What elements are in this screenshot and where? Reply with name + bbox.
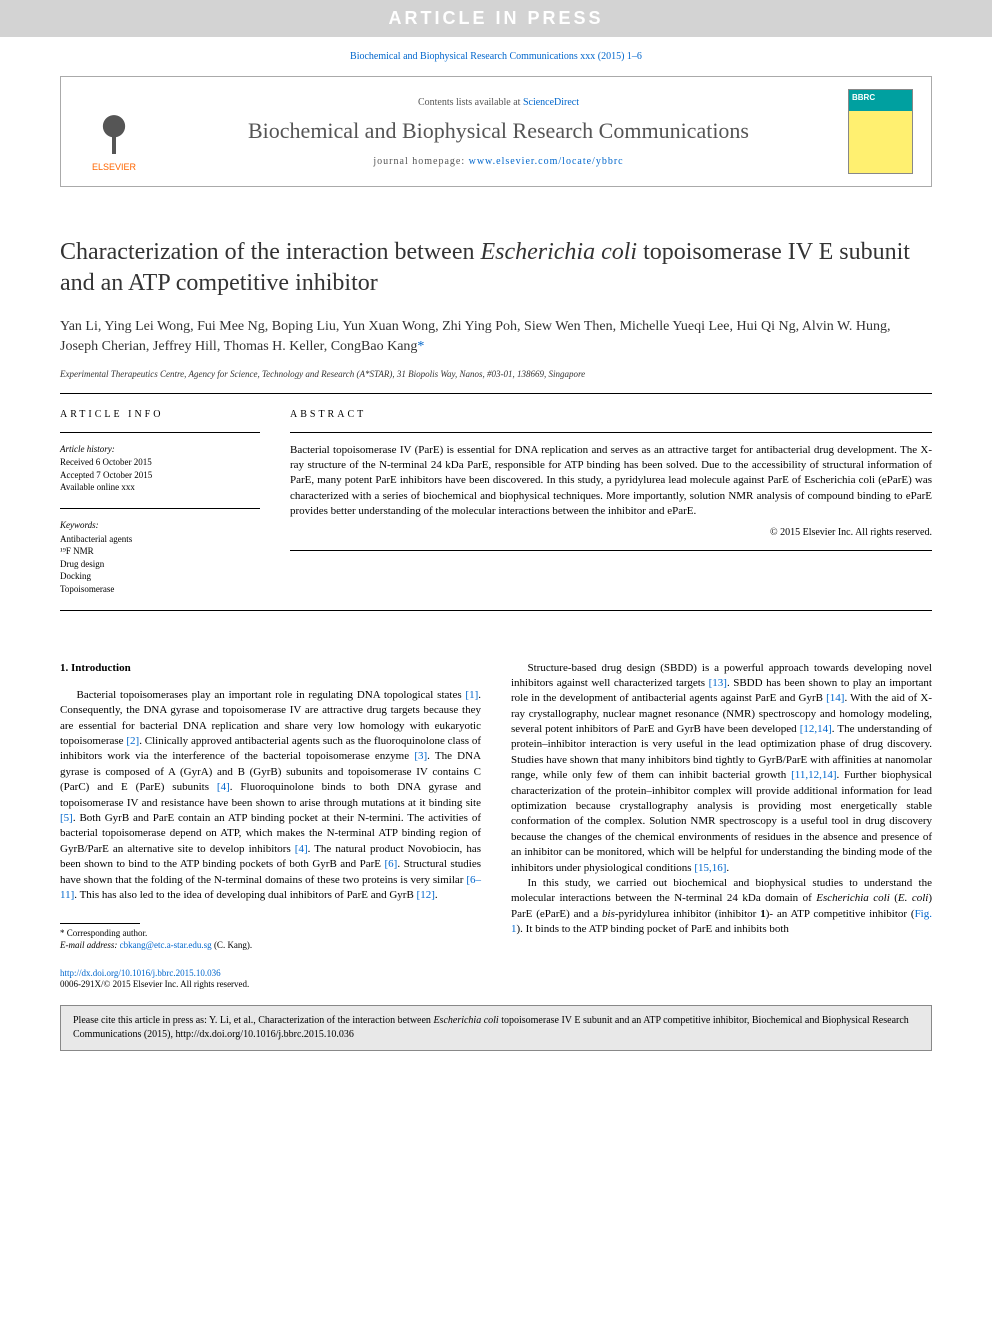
divider-top bbox=[60, 393, 932, 394]
column-left: 1. Introduction Bacterial topoisomerases… bbox=[60, 661, 481, 952]
abstract-hr bbox=[290, 432, 932, 433]
received-date: Received 6 October 2015 bbox=[60, 456, 260, 469]
homepage-line: journal homepage: www.elsevier.com/locat… bbox=[165, 156, 832, 167]
keyword-3: Docking bbox=[60, 570, 260, 583]
ref-4b[interactable]: [4] bbox=[295, 843, 308, 855]
elsevier-logo: ELSEVIER bbox=[79, 92, 149, 172]
title-italic: Escherichia coli bbox=[480, 239, 637, 265]
sciencedirect-link[interactable]: ScienceDirect bbox=[523, 97, 579, 108]
journal-cover-thumbnail bbox=[848, 89, 913, 174]
t: . Further biophysical characterization o… bbox=[511, 769, 932, 873]
divider-bottom bbox=[60, 610, 932, 611]
citation-box: Please cite this article in press as: Y.… bbox=[60, 1005, 932, 1051]
keyword-4: Topoisomerase bbox=[60, 583, 260, 596]
t: bis bbox=[602, 908, 615, 920]
journal-header-box: ELSEVIER Contents lists available at Sci… bbox=[60, 76, 932, 187]
ref-12[interactable]: [12] bbox=[417, 889, 435, 901]
authors-list: Yan Li, Ying Lei Wong, Fui Mee Ng, Bopin… bbox=[60, 317, 932, 356]
email-link[interactable]: cbkang@etc.a-star.edu.sg bbox=[120, 940, 212, 950]
section-1-head: 1. Introduction bbox=[60, 661, 481, 676]
elsevier-label: ELSEVIER bbox=[92, 162, 136, 172]
contents-line: Contents lists available at ScienceDirec… bbox=[165, 97, 832, 108]
footnote-corresponding: * Corresponding author. bbox=[60, 928, 481, 940]
homepage-link[interactable]: www.elsevier.com/locate/ybbrc bbox=[469, 156, 624, 167]
col2-para-2: In this study, we carried out biochemica… bbox=[511, 876, 932, 938]
accepted-date: Accepted 7 October 2015 bbox=[60, 469, 260, 482]
article-info-header: ARTICLE INFO bbox=[60, 408, 260, 422]
keywords-head: Keywords: bbox=[60, 519, 260, 532]
ref-15-16[interactable]: [15,16] bbox=[694, 862, 726, 874]
t: -pyridylurea inhibitor (inhibitor bbox=[615, 908, 760, 920]
column-right: Structure-based drug design (SBDD) is a … bbox=[511, 661, 932, 952]
t: . bbox=[435, 889, 438, 901]
corresponding-mark: * bbox=[417, 339, 424, 354]
online-date: Available online xxx bbox=[60, 481, 260, 494]
doi-link[interactable]: http://dx.doi.org/10.1016/j.bbrc.2015.10… bbox=[60, 968, 221, 978]
email-name: (C. Kang). bbox=[212, 940, 253, 950]
footnote-hr bbox=[60, 923, 140, 924]
t: )- an ATP competitive inhibitor ( bbox=[766, 908, 915, 920]
info-abstract-row: ARTICLE INFO Article history: Received 6… bbox=[60, 408, 932, 610]
body-columns: 1. Introduction Bacterial topoisomerases… bbox=[60, 661, 932, 952]
t: E. coli bbox=[898, 892, 928, 904]
affiliation: Experimental Therapeutics Centre, Agency… bbox=[60, 369, 932, 379]
cite-prefix: Please cite this article in press as: Y.… bbox=[73, 1015, 433, 1026]
info-hr-2 bbox=[60, 508, 260, 509]
ref-6[interactable]: [6] bbox=[385, 858, 398, 870]
ref-2[interactable]: [2] bbox=[126, 735, 139, 747]
keyword-0: Antibacterial agents bbox=[60, 533, 260, 546]
ref-5[interactable]: [5] bbox=[60, 812, 73, 824]
journal-name: Biochemical and Biophysical Research Com… bbox=[165, 118, 832, 144]
t: ). It binds to the ATP binding pocket of… bbox=[517, 923, 789, 935]
title-part1: Characterization of the interaction betw… bbox=[60, 239, 480, 265]
elsevier-tree-icon bbox=[89, 107, 139, 162]
history-block: Article history: Received 6 October 2015… bbox=[60, 443, 260, 494]
homepage-prefix: journal homepage: bbox=[373, 156, 468, 167]
contents-prefix: Contents lists available at bbox=[418, 97, 523, 108]
t: Bacterial topoisomerases play an importa… bbox=[77, 689, 466, 701]
ref-14[interactable]: [14] bbox=[826, 692, 844, 704]
doi-block: http://dx.doi.org/10.1016/j.bbrc.2015.10… bbox=[60, 968, 932, 991]
issn-copyright: 0006-291X/© 2015 Elsevier Inc. All right… bbox=[60, 979, 249, 989]
keyword-2: Drug design bbox=[60, 558, 260, 571]
ref-3[interactable]: [3] bbox=[414, 750, 427, 762]
abstract: ABSTRACT Bacterial topoisomerase IV (Par… bbox=[290, 408, 932, 610]
abstract-hr-2 bbox=[290, 550, 932, 551]
article-title: Characterization of the interaction betw… bbox=[60, 237, 932, 299]
journal-reference: Biochemical and Biophysical Research Com… bbox=[0, 37, 992, 76]
abstract-header: ABSTRACT bbox=[290, 408, 932, 422]
article-info: ARTICLE INFO Article history: Received 6… bbox=[60, 408, 260, 610]
ref-1[interactable]: [1] bbox=[465, 689, 478, 701]
ref-4[interactable]: [4] bbox=[217, 781, 230, 793]
t: ( bbox=[890, 892, 898, 904]
col2-para-1: Structure-based drug design (SBDD) is a … bbox=[511, 661, 932, 876]
history-head: Article history: bbox=[60, 443, 260, 456]
ref-13[interactable]: [13] bbox=[709, 677, 727, 689]
t: Escherichia coli bbox=[816, 892, 890, 904]
email-label: E-mail address: bbox=[60, 940, 120, 950]
article-in-press-banner: ARTICLE IN PRESS bbox=[0, 0, 992, 37]
info-hr-1 bbox=[60, 432, 260, 433]
ref-11-12-14[interactable]: [11,12,14] bbox=[791, 769, 836, 781]
intro-para-1: Bacterial topoisomerases play an importa… bbox=[60, 688, 481, 903]
authors-text: Yan Li, Ying Lei Wong, Fui Mee Ng, Bopin… bbox=[60, 319, 891, 354]
ref-12-14[interactable]: [12,14] bbox=[800, 723, 832, 735]
abstract-text: Bacterial topoisomerase IV (ParE) is ess… bbox=[290, 443, 932, 520]
footnote-email: E-mail address: cbkang@etc.a-star.edu.sg… bbox=[60, 940, 481, 952]
header-center: Contents lists available at ScienceDirec… bbox=[165, 97, 832, 167]
cite-italic: Escherichia coli bbox=[433, 1015, 498, 1026]
t: . bbox=[726, 862, 729, 874]
t: . This has also led to the idea of devel… bbox=[74, 889, 416, 901]
abstract-copyright: © 2015 Elsevier Inc. All rights reserved… bbox=[290, 526, 932, 540]
keyword-1: ¹⁹F NMR bbox=[60, 545, 260, 558]
keywords-block: Keywords: Antibacterial agents ¹⁹F NMR D… bbox=[60, 519, 260, 596]
